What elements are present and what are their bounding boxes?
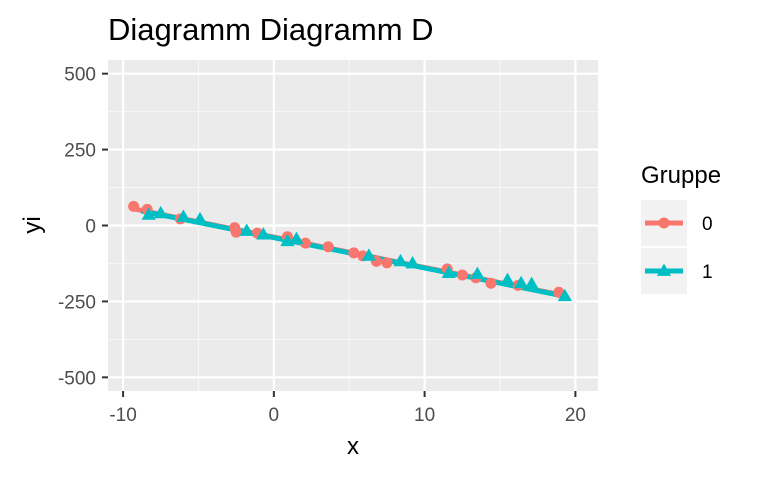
grid-major: [108, 60, 598, 391]
data-point-1: [239, 223, 254, 236]
x-axis-label: x: [347, 433, 359, 460]
legend-key-marker: [656, 263, 672, 276]
y-tick-label: 250: [64, 141, 96, 162]
data-point-0: [322, 241, 334, 253]
data-point-1: [192, 211, 208, 225]
data-point-0: [381, 257, 393, 269]
data-point-0: [300, 237, 312, 249]
data-point-0: [128, 200, 140, 212]
data-point-1: [513, 275, 529, 289]
data-point-1: [393, 253, 408, 267]
legend-label-0: 0: [702, 214, 713, 235]
y-axis-label: yi: [19, 216, 46, 233]
data-point-1: [557, 288, 572, 302]
data-points: [128, 200, 572, 302]
data-point-0: [485, 277, 497, 289]
data-point-0: [456, 269, 468, 281]
data-point-1: [153, 205, 168, 219]
data-point-1: [470, 266, 485, 279]
y-tick-label: 0: [85, 217, 96, 238]
x-tick-label: 0: [269, 405, 280, 426]
legend-key-marker: [658, 217, 670, 229]
data-point-1: [500, 272, 515, 286]
x-tick-label: 20: [565, 405, 586, 426]
legend: Gruppe 01: [641, 162, 721, 294]
legend-title: Gruppe: [641, 162, 721, 189]
data-point-1: [405, 255, 420, 269]
data-point-1: [141, 207, 156, 220]
y-tick-label: 500: [64, 65, 96, 86]
data-point-1: [524, 276, 539, 289]
data-point-1: [441, 265, 456, 279]
x-tick-label: -10: [109, 405, 136, 426]
x-axis: -10 0 10 20: [109, 391, 586, 426]
data-point-0: [230, 226, 242, 238]
y-tick-label: -250: [58, 292, 96, 313]
y-axis: 500 250 0 -250 -500: [58, 65, 108, 389]
y-tick-label: -500: [58, 368, 96, 389]
chart-title: Diagramm Diagramm D: [108, 12, 434, 47]
data-point-0: [348, 247, 360, 259]
data-point-1: [361, 248, 376, 261]
data-point-1: [176, 209, 191, 222]
data-point-1: [289, 231, 304, 245]
x-tick-label: 10: [414, 405, 435, 426]
legend-label-1: 1: [702, 262, 713, 283]
legend-keys: 01: [641, 200, 713, 294]
data-point-1: [256, 227, 271, 240]
